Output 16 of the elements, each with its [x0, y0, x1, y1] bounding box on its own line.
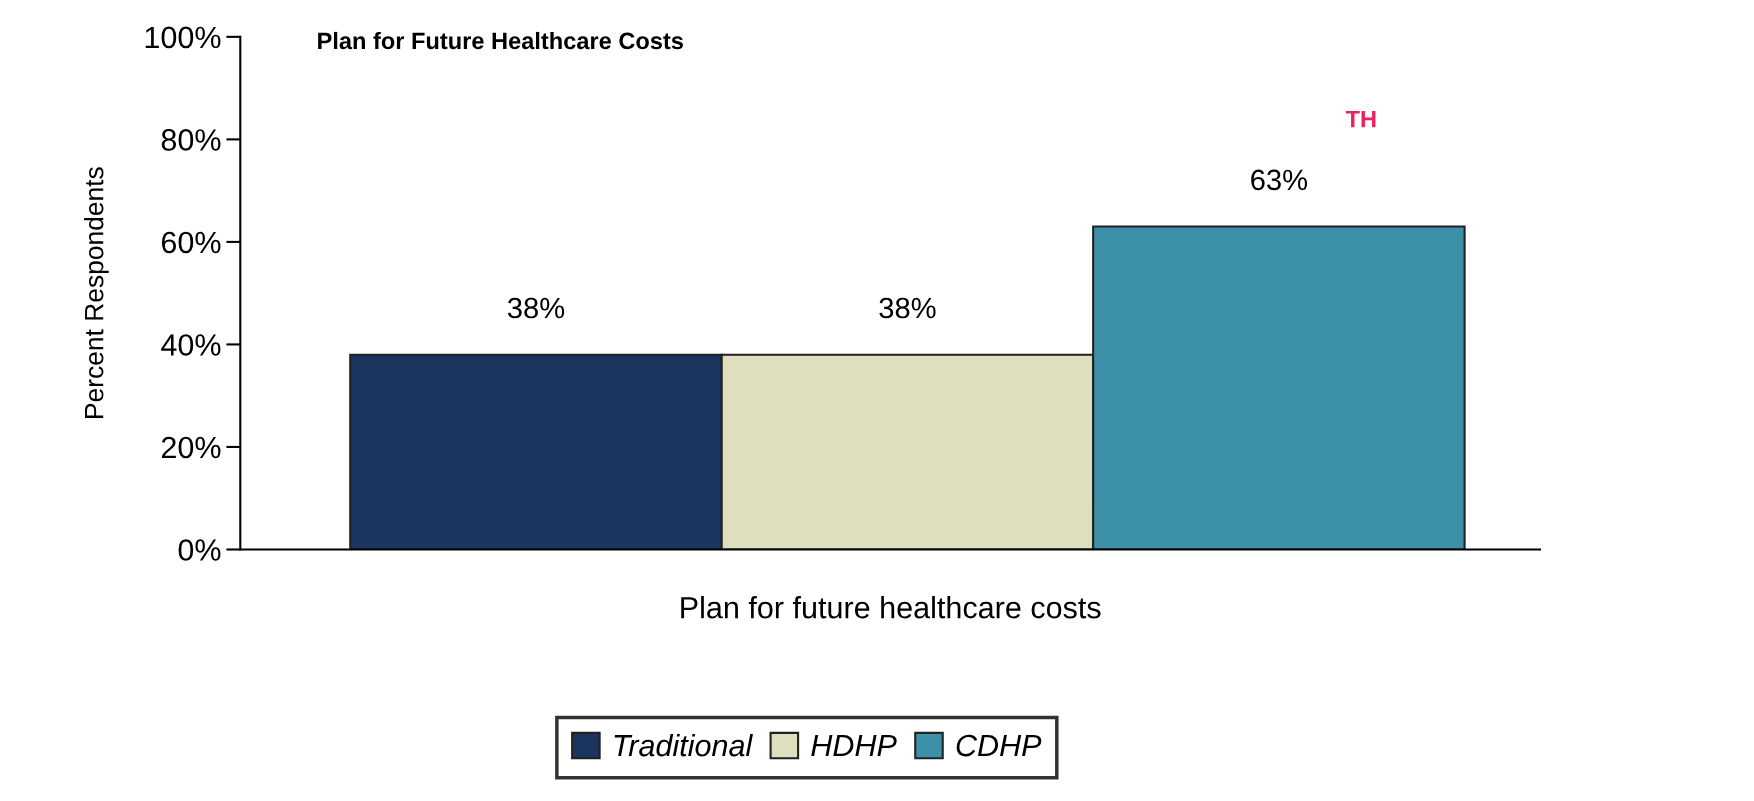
y-axis-title: Percent Respondents	[84, 167, 109, 418]
data-label: 63%	[1251, 169, 1308, 191]
y-tick-label: 40%	[161, 334, 221, 356]
chart-title: Plan for Future Healthcare Costs	[318, 31, 683, 50]
data-label: 38%	[507, 297, 565, 319]
y-tick-label: 0%	[178, 539, 221, 561]
legend-label: Traditional	[614, 733, 753, 757]
data-label: 38%	[879, 297, 936, 319]
y-tick-label: 60%	[161, 231, 221, 254]
y-tick-label: 100%	[145, 26, 221, 49]
legend-label: CDHP	[956, 734, 1042, 757]
annotation: TH	[1345, 110, 1376, 128]
x-axis-title: Plan for future healthcare costs	[681, 596, 1101, 619]
legend-label: HDHP	[811, 735, 897, 757]
y-tick-label: 80%	[161, 129, 221, 151]
y-tick-label: 20%	[161, 436, 221, 459]
